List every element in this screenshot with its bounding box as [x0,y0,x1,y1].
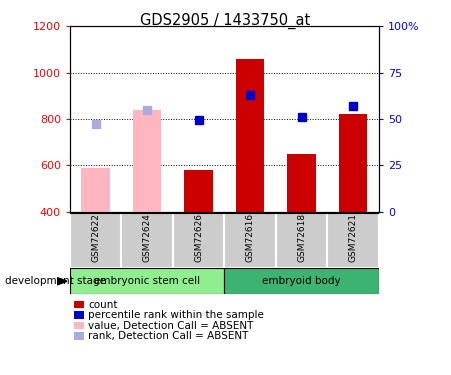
Text: GSM72622: GSM72622 [91,213,100,262]
Text: GSM72621: GSM72621 [349,213,358,262]
Bar [276,213,327,268]
Bar [287,154,316,212]
Text: development stage: development stage [5,276,106,286]
Bar [236,59,264,212]
Bar [70,268,225,294]
Text: percentile rank within the sample: percentile rank within the sample [88,310,264,320]
Text: value, Detection Call = ABSENT: value, Detection Call = ABSENT [88,321,253,330]
Text: embryonic stem cell: embryonic stem cell [94,276,200,286]
Bar [133,110,161,212]
Text: GSM72626: GSM72626 [194,213,203,262]
Text: GDS2905 / 1433750_at: GDS2905 / 1433750_at [140,13,311,29]
Text: embryoid body: embryoid body [262,276,341,286]
Text: rank, Detection Call = ABSENT: rank, Detection Call = ABSENT [88,331,249,341]
Bar [184,170,213,212]
Bar [173,213,225,268]
Bar [121,213,173,268]
Text: GSM72624: GSM72624 [143,213,152,262]
Bar [225,213,276,268]
Bar [327,213,379,268]
Text: GSM72618: GSM72618 [297,213,306,262]
Bar [339,114,367,212]
Text: GSM72616: GSM72616 [246,213,255,262]
Bar [70,213,121,268]
Bar [82,168,110,212]
Bar [225,268,379,294]
Polygon shape [57,278,67,285]
Text: count: count [88,300,117,309]
